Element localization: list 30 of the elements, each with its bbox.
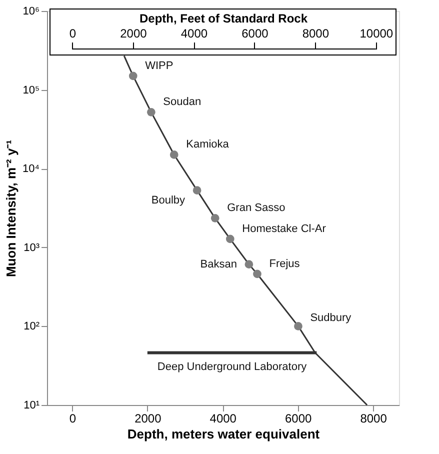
y-tick-label: 10⁴ [22,163,40,176]
annotation: Gran Sasso [227,202,286,214]
y-tick-label: 10¹ [24,400,40,412]
annotation: Sudbury [310,312,352,324]
x2-tick-label: 6000 [242,26,269,40]
x-tick-label: 0 [69,412,76,426]
annotation: Soudan [163,96,202,108]
y-tick-label: 10³ [24,242,40,254]
x-tick-label: 6000 [284,412,312,426]
x2-tick-label: 4000 [180,26,208,40]
x2-tick-label: 10000 [360,26,394,40]
y-tick-label: 10⁵ [22,84,40,96]
x-tick-label: 2000 [134,412,162,426]
x-axis-title: Depth, meters water equivalent [127,426,320,442]
annotation: Frejus [269,258,300,270]
annotation: Baksan [200,258,237,270]
annotation: Homestake Cl-Ar [242,222,326,235]
series-label: Deep Underground Laboratory [157,360,308,373]
x2-tick-label: 2000 [120,26,148,40]
x2-axis-title: Depth, Feet of Standard Rock [139,12,308,26]
x-tick-label: 8000 [360,412,388,426]
x2-tick-label: 8000 [302,26,330,40]
x2-tick-label: 0 [69,26,76,40]
annotation: Boulby [151,194,186,206]
y-tick-label: 10⁶ [22,6,40,18]
y-tick-label: 10² [24,320,40,333]
y-axis-title: Muon Intensity, m⁻² y⁻¹ [4,140,19,278]
annotation: Kamioka [186,138,230,151]
annotation: WIPP [145,60,174,72]
x-tick-label: 4000 [210,412,237,426]
